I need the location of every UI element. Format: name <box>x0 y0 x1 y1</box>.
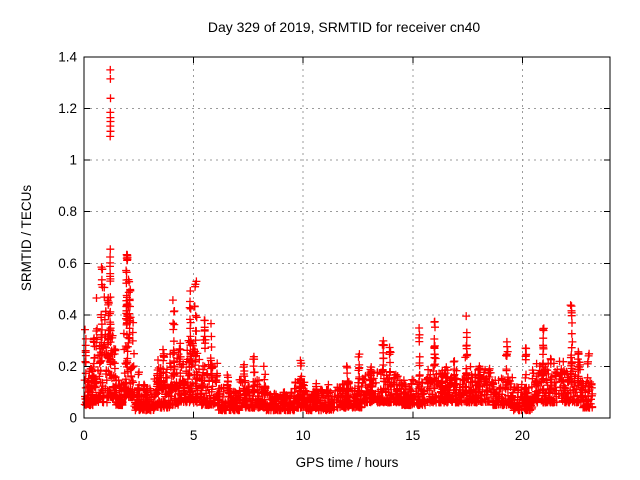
x-tick-label: 0 <box>80 428 88 443</box>
chart-title: Day 329 of 2019, SRMTID for receiver cn4… <box>208 19 481 35</box>
x-tick-label: 10 <box>296 428 311 443</box>
y-tick-label: 1 <box>69 153 77 168</box>
x-tick-label: 20 <box>515 428 530 443</box>
y-tick-label: 0 <box>69 411 77 426</box>
scatter-points <box>80 65 597 415</box>
y-axis-label: SRMTID / TECUs <box>19 185 34 292</box>
x-tick-label: 15 <box>405 428 420 443</box>
grid-layer <box>84 57 610 418</box>
y-tick-label: 0.8 <box>58 204 77 219</box>
axis-layer <box>83 56 611 419</box>
y-tick-label: 0.4 <box>58 307 77 322</box>
y-tick-label: 1.4 <box>58 50 77 65</box>
y-tick-label: 0.2 <box>58 359 77 374</box>
tick-label-layer: 0 5 10 15 20 0 0.2 0.4 0.6 0.8 1 1.2 1.4 <box>58 50 530 444</box>
x-axis-label: GPS time / hours <box>296 455 399 470</box>
plot-border <box>83 56 611 419</box>
y-tick-label: 0.6 <box>58 256 77 271</box>
scatter-points-layer <box>80 65 597 415</box>
x-tick-label: 5 <box>190 428 198 443</box>
y-tick-label: 1.2 <box>58 101 77 116</box>
